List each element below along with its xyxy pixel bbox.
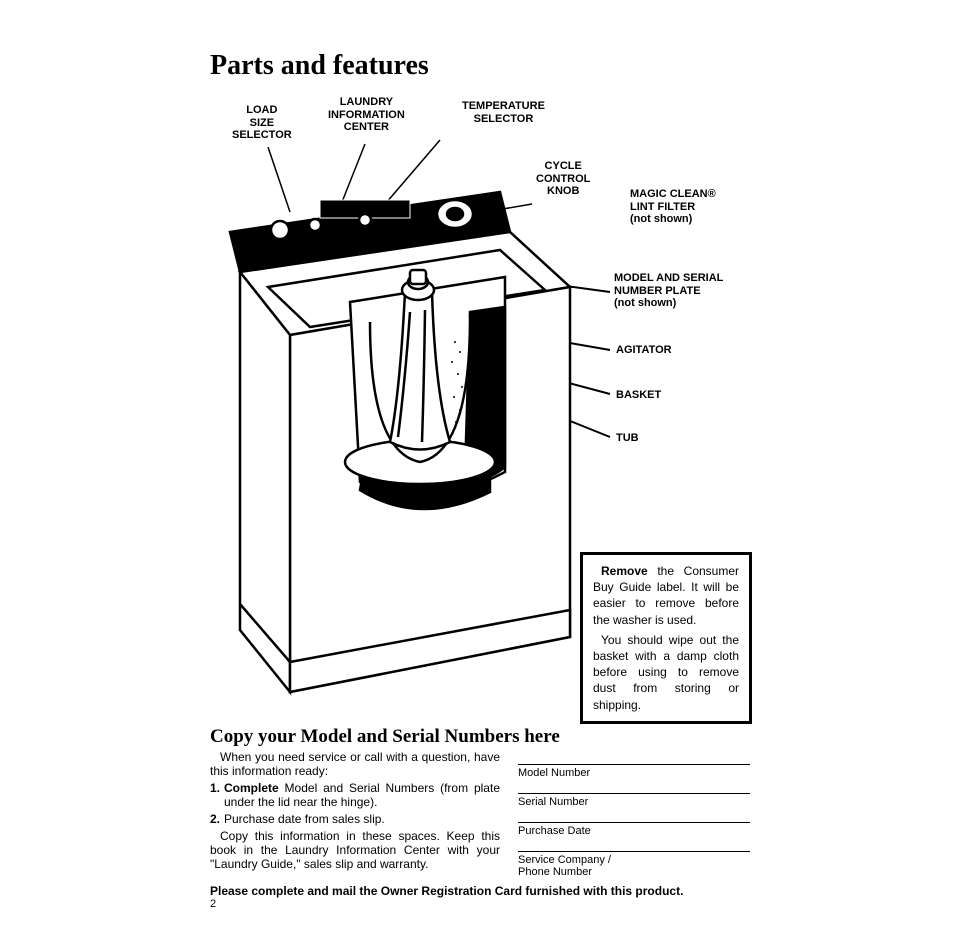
label-load-size: LOAD SIZE SELECTOR: [232, 104, 292, 142]
bottom-note: Please complete and mail the Owner Regis…: [210, 884, 750, 898]
field-service: Service Company / Phone Number: [518, 851, 750, 878]
note-p2: You should wipe out the basket with a da…: [593, 632, 739, 713]
page-number: 2: [210, 898, 216, 910]
fields-column: Model Number Serial Number Purchase Date…: [518, 750, 750, 878]
section-copy-title: Copy your Model and Serial Numbers here: [210, 726, 750, 748]
label-basket: BASKET: [616, 389, 661, 402]
field-model: Model Number: [518, 764, 750, 779]
label-agitator: AGITATOR: [616, 344, 672, 357]
label-laundry-info: LAUNDRY INFORMATION CENTER: [328, 96, 405, 134]
remove-note: Remove the Consumer Buy Guide label. It …: [580, 552, 752, 724]
parts-diagram: LOAD SIZE SELECTOR LAUNDRY INFORMATION C…: [210, 92, 750, 722]
label-temperature: TEMPERATURE SELECTOR: [462, 100, 545, 125]
note-p1: Remove the Consumer Buy Guide label. It …: [593, 563, 739, 628]
instructions-column: When you need service or call with a que…: [210, 750, 500, 878]
field-serial: Serial Number: [518, 793, 750, 808]
field-purchase: Purchase Date: [518, 822, 750, 837]
label-cycle-knob: CYCLE CONTROL KNOB: [536, 160, 590, 198]
label-model-serial: MODEL AND SERIAL NUMBER PLATE (not shown…: [614, 272, 723, 310]
intro-text: When you need service or call with a que…: [210, 750, 500, 778]
label-tub: TUB: [616, 432, 639, 445]
list-item-1: 1. Complete Model and Serial Numbers (fr…: [210, 781, 500, 809]
page-title: Parts and features: [210, 50, 750, 82]
list-item-2: 2. Purchase date from sales slip.: [210, 812, 500, 826]
copy-text: Copy this information in these spaces. K…: [210, 829, 500, 871]
label-magic-clean: MAGIC CLEAN® LINT FILTER (not shown): [630, 188, 716, 226]
